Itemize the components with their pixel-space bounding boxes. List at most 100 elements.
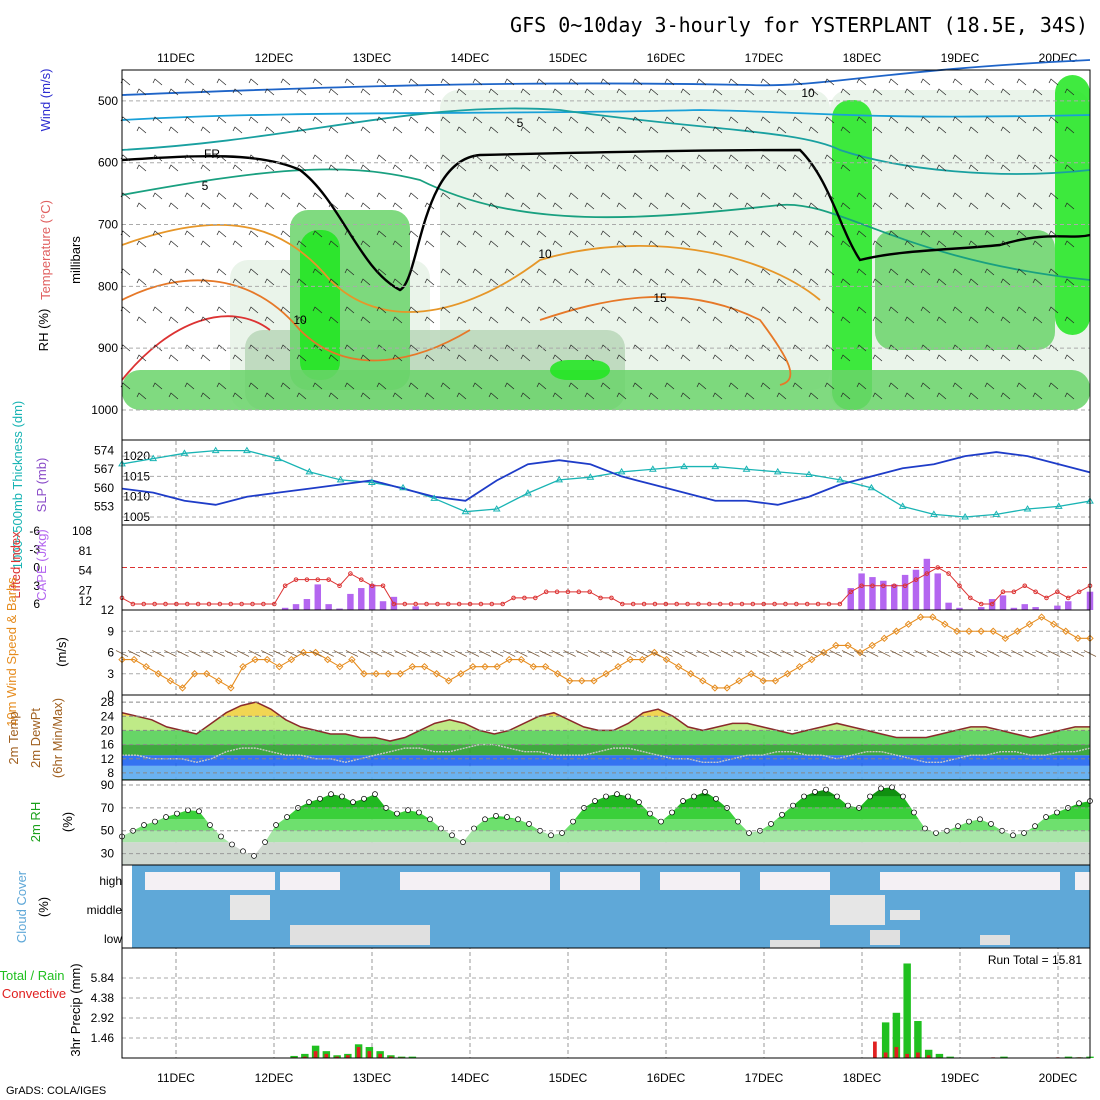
wind-barb-10m xyxy=(890,650,903,657)
wind-barb xyxy=(152,78,163,86)
wind-barb xyxy=(888,268,899,276)
li-point xyxy=(989,601,995,607)
date-label-top-17DEC: 17DEC xyxy=(745,51,784,65)
wind-point xyxy=(142,662,150,671)
wind-barb xyxy=(376,116,387,124)
li-point xyxy=(609,595,614,601)
wind-barb xyxy=(536,268,547,276)
wind-barb xyxy=(760,306,771,314)
wind-barb-10m xyxy=(321,650,334,657)
cape-bar xyxy=(325,604,332,610)
wind-barb-10m xyxy=(1011,650,1024,657)
wind-barb xyxy=(888,78,899,86)
wind-barb xyxy=(1048,344,1059,352)
wind-barb xyxy=(600,230,611,238)
rh-point xyxy=(801,793,807,800)
cape-bar xyxy=(978,607,985,610)
li-point xyxy=(1065,595,1071,601)
wind-barb xyxy=(744,354,755,362)
li-point xyxy=(630,601,636,607)
wind-barb xyxy=(328,392,339,400)
wind-barb xyxy=(1016,268,1027,276)
thickness-point xyxy=(336,475,345,483)
wind-barb xyxy=(216,78,227,86)
wind-barb xyxy=(824,268,835,276)
wind-barb xyxy=(264,88,275,96)
thickness-point xyxy=(274,454,283,462)
wind-barb xyxy=(872,316,883,324)
wind-barb xyxy=(248,192,259,200)
panel-border-th xyxy=(121,439,1091,526)
wind-barb xyxy=(648,126,659,134)
wind-barb xyxy=(280,78,291,86)
li-point xyxy=(511,595,516,601)
wind-barb xyxy=(280,230,291,238)
wind-barb xyxy=(616,202,627,210)
wind-barb xyxy=(408,116,419,124)
minmax-label: (6hr Min/Max) xyxy=(50,698,65,778)
li-point xyxy=(369,583,375,589)
li-point xyxy=(304,577,310,582)
wind-barb xyxy=(456,126,467,134)
date-label-bottom-15DEC: 15DEC xyxy=(549,1071,588,1085)
cloud-low-1 xyxy=(770,940,820,948)
wind-barb xyxy=(216,344,227,352)
wind-point xyxy=(202,670,211,678)
wind-barb xyxy=(1048,382,1059,390)
wind-barb xyxy=(744,126,755,134)
wind-barb xyxy=(840,240,851,248)
date-label-top-16DEC: 16DEC xyxy=(647,51,686,65)
rh-point xyxy=(526,821,532,827)
wind-point xyxy=(529,662,538,671)
li-point xyxy=(761,601,767,607)
wind-unit-label: (m/s) xyxy=(54,637,69,667)
wind-barb xyxy=(184,382,195,390)
wind-point xyxy=(565,677,574,685)
wind-barb xyxy=(456,354,467,362)
wind-barb-10m xyxy=(648,650,661,657)
wind-barb xyxy=(1032,126,1043,134)
wind-point xyxy=(493,662,501,671)
wind-barb-10m xyxy=(769,650,782,657)
wind-barb xyxy=(328,278,339,286)
wind-barb xyxy=(712,126,723,134)
wind-barb-10m xyxy=(1047,650,1060,657)
wind-barb xyxy=(696,78,707,86)
rh-point xyxy=(284,814,290,820)
li-point xyxy=(195,601,201,607)
cape-bar xyxy=(292,604,300,610)
temp-tick-8: 8 xyxy=(107,766,114,780)
li-label: Lifted Index xyxy=(8,531,23,599)
wind-barb xyxy=(184,116,195,124)
wind-barb-10m xyxy=(466,650,480,657)
wind-barb xyxy=(536,78,547,86)
wind-barb xyxy=(984,306,995,314)
wind-barb xyxy=(296,126,307,134)
wind-barb-10m xyxy=(1071,650,1085,657)
wind-barb xyxy=(424,392,435,400)
wind-barb xyxy=(472,344,483,352)
wind-barb-10m xyxy=(454,650,467,657)
wind-point xyxy=(541,662,550,671)
cape-bar xyxy=(1032,607,1039,610)
precip-total-label: Total / Rain xyxy=(0,968,65,983)
rh-point xyxy=(636,799,642,805)
wind-barb xyxy=(152,230,163,238)
wind-barb xyxy=(264,126,275,134)
wind-barb xyxy=(520,164,531,172)
wind-barb xyxy=(488,392,499,400)
wind-barb xyxy=(376,192,387,200)
wind-barb xyxy=(472,382,483,390)
date-label-top-14DEC: 14DEC xyxy=(451,51,490,65)
contour-line-7 xyxy=(121,315,271,381)
date-label-bottom-12DEC: 12DEC xyxy=(255,1071,294,1085)
cloud-level-middle: middle xyxy=(87,903,123,917)
rh-point xyxy=(713,795,719,802)
wind-barb xyxy=(152,382,163,390)
wind-barb xyxy=(728,78,739,86)
wind-barb xyxy=(808,126,819,134)
precip-convective-bar xyxy=(367,1051,372,1058)
wind-barb-10m xyxy=(636,650,649,657)
wind-point xyxy=(723,684,731,692)
wind-barb-10m xyxy=(333,650,346,657)
